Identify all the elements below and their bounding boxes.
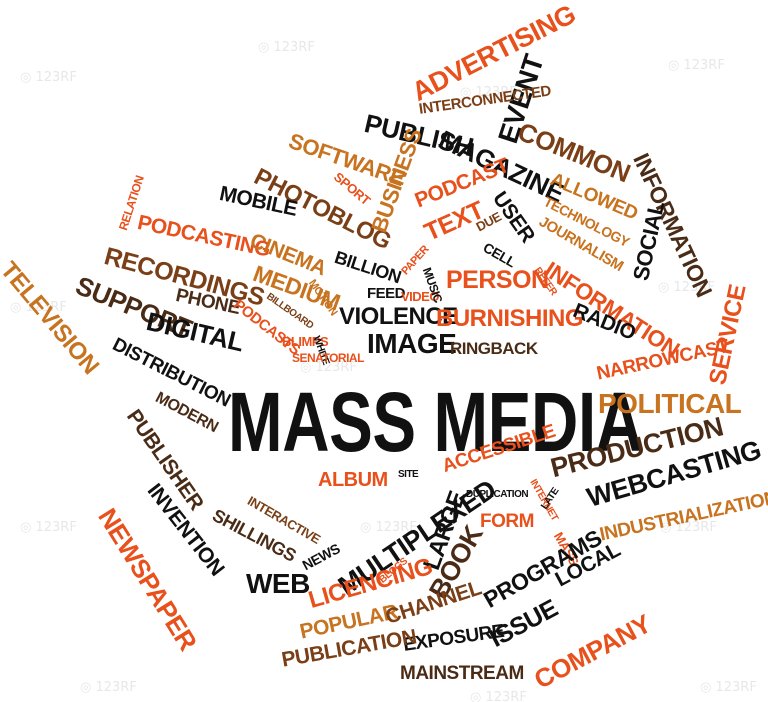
word-image: IMAGE — [367, 328, 457, 359]
watermark-123rf: ◎ 123RF — [460, 85, 517, 100]
word-burnishing: BURNISHING — [436, 305, 584, 332]
watermark-123rf: ◎ 123RF — [668, 58, 725, 73]
watermark-123rf: ◎ 123RF — [20, 520, 77, 535]
word-exposure: EXPOSURE — [401, 620, 506, 656]
word-senatorial: SENATORIAL — [292, 351, 364, 365]
word-ringback: RINGBACK — [450, 339, 538, 358]
word-cell: CELL — [480, 239, 519, 271]
word-political: POLITICAL — [598, 388, 742, 419]
word-mainstream: MAINSTREAM — [400, 663, 524, 684]
word-person: PERSON — [446, 266, 549, 294]
word-service: SERVICE — [704, 282, 752, 388]
word-blimps: BLIMPS — [282, 334, 329, 349]
watermark-123rf: ◎ 123RF — [470, 690, 527, 702]
watermark-123rf: ◎ 123RF — [700, 680, 757, 695]
watermark-123rf: ◎ 123RF — [80, 680, 137, 695]
watermark-123rf: ◎ 123RF — [10, 300, 67, 315]
watermark-123rf: ◎ 123RF — [20, 70, 77, 85]
word-form: FORM — [480, 511, 534, 532]
word-site: SITE — [398, 469, 419, 480]
word-feed: FEED — [367, 285, 406, 302]
word-video: VIDEO — [401, 289, 439, 304]
watermark-123rf: ◎ 123RF — [258, 40, 315, 55]
word-web: WEB — [246, 568, 310, 599]
word-duplication: DUPLICATION — [466, 489, 529, 500]
watermark-123rf: ◎ 123RF — [658, 280, 715, 295]
word-mass-media: MASS MEDIA — [228, 375, 643, 469]
watermark-123rf: ◎ 123RF — [300, 360, 357, 375]
word-album: ALBUM — [318, 469, 388, 491]
watermark-123rf: ◎ 123RF — [360, 520, 417, 535]
word-billion: BILLION — [332, 247, 404, 288]
watermark-123rf: ◎ 123RF — [660, 520, 717, 535]
word-violence: VIOLENCE — [339, 303, 458, 330]
